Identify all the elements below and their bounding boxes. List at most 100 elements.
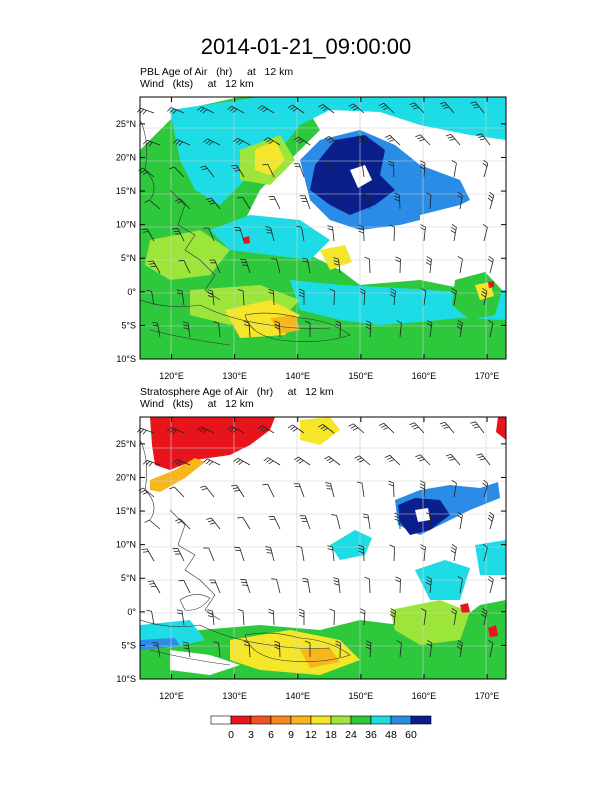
wind-barb bbox=[378, 102, 395, 114]
panel-1-wind-barbs bbox=[136, 101, 495, 338]
wind-barb bbox=[243, 641, 251, 658]
figure-title: 2014-01-21_09:00:00 bbox=[200, 34, 412, 59]
wind-barb bbox=[203, 458, 221, 466]
wind-barb bbox=[231, 164, 245, 178]
wind-barb bbox=[136, 427, 155, 435]
lat-tick-label: 5°N bbox=[121, 253, 136, 263]
wind-barb bbox=[182, 321, 191, 338]
wind-barb bbox=[364, 256, 371, 274]
wind-barb bbox=[457, 256, 463, 274]
wind-barb bbox=[450, 544, 457, 562]
panel-2-gridlines bbox=[140, 417, 506, 679]
panel-2-subtitle: Stratosphere Age of Air (hr) at 12 km Wi… bbox=[140, 386, 334, 410]
wind-barb bbox=[274, 320, 281, 338]
wind-barb bbox=[439, 101, 455, 114]
wind-barb bbox=[176, 609, 185, 626]
wind-barb bbox=[265, 546, 275, 562]
wind-barb bbox=[395, 256, 401, 274]
lat-tick-label: 20°N bbox=[116, 472, 136, 482]
wind-barb bbox=[318, 424, 335, 434]
wind-barb bbox=[293, 163, 305, 178]
wind-barb bbox=[409, 102, 425, 114]
wind-barb bbox=[141, 548, 155, 562]
wind-barb bbox=[147, 580, 161, 594]
lat-tick-label: 5°S bbox=[121, 320, 136, 330]
lat-tick-label: 10°N bbox=[116, 540, 136, 550]
wind-barb bbox=[480, 607, 488, 626]
wind-barb bbox=[451, 480, 457, 498]
wind-barb bbox=[263, 457, 281, 466]
wind-barb bbox=[488, 575, 494, 594]
wind-barb bbox=[142, 139, 161, 147]
panel-2-subtitle-line1: Stratosphere Age of Air (hr) at 12 km bbox=[140, 386, 334, 398]
wind-barb bbox=[456, 640, 463, 658]
wind-barb bbox=[271, 578, 281, 594]
wind-barb bbox=[333, 257, 341, 274]
colorbar-swatch bbox=[210, 715, 232, 725]
wind-barb bbox=[167, 427, 185, 434]
wind-barb bbox=[173, 139, 191, 146]
panel-1-field bbox=[140, 97, 506, 359]
wind-barb bbox=[456, 320, 463, 338]
wind-barb bbox=[141, 228, 155, 242]
wind-barb bbox=[457, 192, 463, 210]
wind-barb bbox=[213, 321, 221, 338]
wind-barb bbox=[209, 259, 221, 274]
wind-barb bbox=[206, 197, 221, 210]
wind-barb bbox=[325, 162, 335, 178]
wind-barb bbox=[296, 545, 305, 562]
wind-barb bbox=[169, 486, 185, 498]
wind-barb bbox=[419, 160, 426, 178]
wind-barb bbox=[488, 319, 494, 338]
wind-barb bbox=[445, 453, 461, 466]
wind-barb bbox=[354, 455, 371, 466]
wind-barb bbox=[425, 256, 432, 274]
wind-barb bbox=[487, 191, 495, 210]
wind-barb bbox=[476, 453, 491, 466]
wind-barb bbox=[152, 641, 161, 658]
colorbar-swatch bbox=[350, 715, 372, 725]
wind-barb bbox=[420, 224, 426, 242]
lon-tick-label: 150°E bbox=[349, 691, 374, 701]
wind-barb bbox=[445, 133, 461, 146]
wind-barb bbox=[356, 161, 365, 178]
wind-barb bbox=[178, 260, 191, 274]
wind-barb bbox=[302, 257, 311, 274]
wind-barb bbox=[175, 518, 191, 530]
wind-barb bbox=[324, 456, 341, 466]
lon-tick-label: 120°E bbox=[159, 691, 184, 701]
wind-barb bbox=[237, 516, 251, 530]
wind-barb bbox=[365, 640, 372, 658]
wind-barb bbox=[482, 223, 488, 242]
wind-barb bbox=[335, 320, 341, 338]
panel-1-subtitle: PBL Age of Air (hr) at 12 km Wind (kts) … bbox=[140, 66, 293, 90]
lon-tick-label: 130°E bbox=[222, 371, 247, 381]
wind-barb bbox=[425, 192, 432, 210]
wind-barb bbox=[197, 106, 215, 114]
wind-barb bbox=[203, 227, 215, 242]
wind-barb bbox=[176, 289, 185, 306]
wind-barb bbox=[415, 454, 431, 466]
wind-barb bbox=[197, 426, 215, 434]
wind-barb bbox=[147, 260, 161, 274]
wind-barb bbox=[227, 105, 245, 114]
wind-barb bbox=[426, 640, 433, 658]
wind-barb bbox=[234, 546, 245, 562]
wind-barb bbox=[213, 641, 221, 658]
colorbar-swatch bbox=[390, 715, 412, 725]
wind-barb bbox=[243, 321, 251, 338]
colorbar-label: 60 bbox=[405, 729, 417, 741]
wind-barb bbox=[384, 454, 401, 466]
wind-barb bbox=[482, 543, 488, 562]
lat-tick-label: 0° bbox=[127, 607, 136, 617]
wind-barb bbox=[426, 320, 433, 338]
wind-barb bbox=[293, 136, 311, 146]
colorbar-label: 0 bbox=[228, 729, 234, 741]
lat-tick-label: 15°N bbox=[116, 186, 136, 196]
wind-barb bbox=[333, 577, 341, 594]
panel-1-gridlines bbox=[140, 97, 506, 359]
wind-barb bbox=[200, 165, 215, 178]
colorbar-swatch bbox=[330, 715, 352, 725]
wind-barb bbox=[421, 608, 427, 626]
wind-barb bbox=[293, 456, 311, 466]
